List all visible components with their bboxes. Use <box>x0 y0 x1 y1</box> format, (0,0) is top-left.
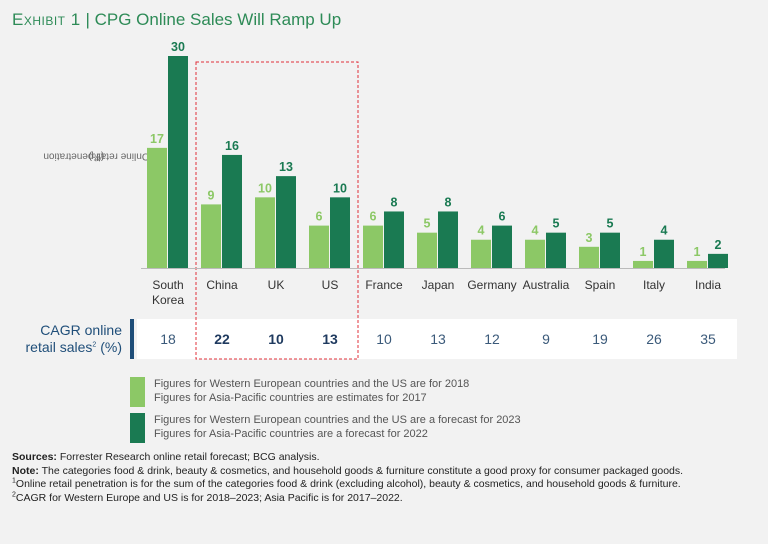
bar-dark-4 <box>384 211 404 268</box>
category-label-10: India <box>695 278 721 292</box>
bar-dark-2 <box>276 176 296 268</box>
bar-dark-1 <box>222 154 242 268</box>
data-label-light-7: 4 <box>532 224 539 238</box>
bar-dark-10 <box>708 253 728 268</box>
footnote-1: 1Online retail penetration is for the su… <box>12 477 681 491</box>
bar-chart: 1730SouthKorea18916China221013UK10610US1… <box>141 40 728 360</box>
data-label-dark-7: 5 <box>553 217 560 231</box>
data-label-light-2: 10 <box>258 181 272 195</box>
category-label-8: Spain <box>585 278 616 292</box>
category-label-5: Japan <box>422 278 455 292</box>
cagr-value-7: 9 <box>542 331 550 347</box>
data-label-dark-6: 6 <box>499 210 506 224</box>
cagr-value-9: 26 <box>646 331 662 347</box>
category-label-0-line2: Korea <box>152 293 184 307</box>
data-label-light-5: 5 <box>424 217 431 231</box>
cagr-row-background <box>137 319 737 359</box>
bar-light-8 <box>579 246 599 268</box>
bar-light-9 <box>633 260 653 268</box>
cagr-value-0: 18 <box>160 331 176 347</box>
category-label-7: Australia <box>523 278 570 292</box>
bar-light-2 <box>255 197 275 268</box>
bar-dark-0 <box>168 56 188 268</box>
data-label-dark-1: 16 <box>225 139 239 153</box>
title-separator: | <box>85 10 90 29</box>
cagr-value-1: 22 <box>214 331 230 347</box>
category-label-3: US <box>322 278 339 292</box>
bar-light-0 <box>147 147 167 268</box>
legend-swatch-dark <box>130 413 145 443</box>
cagr-value-4: 10 <box>376 331 392 347</box>
category-label-1: China <box>206 278 238 292</box>
data-label-light-10: 1 <box>694 245 701 259</box>
cagr-label: CAGR online retail sales2 (%) <box>25 322 123 355</box>
bar-light-4 <box>363 225 383 268</box>
data-label-light-6: 4 <box>478 224 485 238</box>
data-label-light-4: 6 <box>370 210 377 224</box>
data-label-dark-9: 4 <box>661 224 668 238</box>
bar-dark-9 <box>654 239 674 268</box>
highlight-box <box>195 61 359 360</box>
category-label-9: Italy <box>643 278 665 292</box>
bar-dark-3 <box>330 197 350 268</box>
data-label-light-0: 17 <box>150 132 164 146</box>
cagr-value-2: 10 <box>268 331 284 347</box>
bar-dark-8 <box>600 232 620 268</box>
title-text: CPG Online Sales Will Ramp Up <box>94 10 342 29</box>
bar-light-5 <box>417 232 437 268</box>
category-label-2: UK <box>268 278 285 292</box>
cagr-accent-bar <box>130 319 134 359</box>
chart-title: Exhibit 1 | CPG Online Sales Will Ramp U… <box>12 10 341 30</box>
footnotes: Sources: Forrester Research online retai… <box>12 451 742 505</box>
cagr-value-6: 12 <box>484 331 500 347</box>
general-note: Note: The categories food & drink, beaut… <box>12 464 684 477</box>
bar-light-7 <box>525 239 545 268</box>
data-label-dark-0: 30 <box>171 40 185 54</box>
data-label-dark-4: 8 <box>391 195 398 209</box>
bar-dark-6 <box>492 225 512 268</box>
exhibit-label: Exhibit 1 <box>12 10 81 29</box>
cagr-value-8: 19 <box>592 331 608 347</box>
bar-light-1 <box>201 204 221 268</box>
footnote-2: 2CAGR for Western Europe and US is for 2… <box>12 491 403 504</box>
sources-note: Sources: Forrester Research online retai… <box>12 451 320 463</box>
cagr-value-3: 13 <box>322 331 338 347</box>
bar-dark-5 <box>438 211 458 268</box>
data-label-light-1: 9 <box>208 188 215 202</box>
bar-light-10 <box>687 260 707 268</box>
category-label-6: Germany <box>467 278 516 292</box>
bar-dark-7 <box>546 232 566 268</box>
legend-swatch-light <box>130 377 145 407</box>
data-label-dark-5: 8 <box>445 195 452 209</box>
data-label-dark-3: 10 <box>333 181 347 195</box>
data-label-dark-2: 13 <box>279 160 293 174</box>
data-label-light-9: 1 <box>640 245 647 259</box>
cagr-value-10: 35 <box>700 331 716 347</box>
cagr-value-5: 13 <box>430 331 446 347</box>
data-label-dark-8: 5 <box>607 217 614 231</box>
data-label-light-3: 6 <box>316 210 323 224</box>
bar-light-3 <box>309 225 329 268</box>
category-label-4: France <box>365 278 403 292</box>
bar-light-6 <box>471 239 491 268</box>
category-label-0: South <box>152 278 183 292</box>
data-label-light-8: 3 <box>586 231 593 245</box>
data-label-dark-10: 2 <box>715 238 722 252</box>
